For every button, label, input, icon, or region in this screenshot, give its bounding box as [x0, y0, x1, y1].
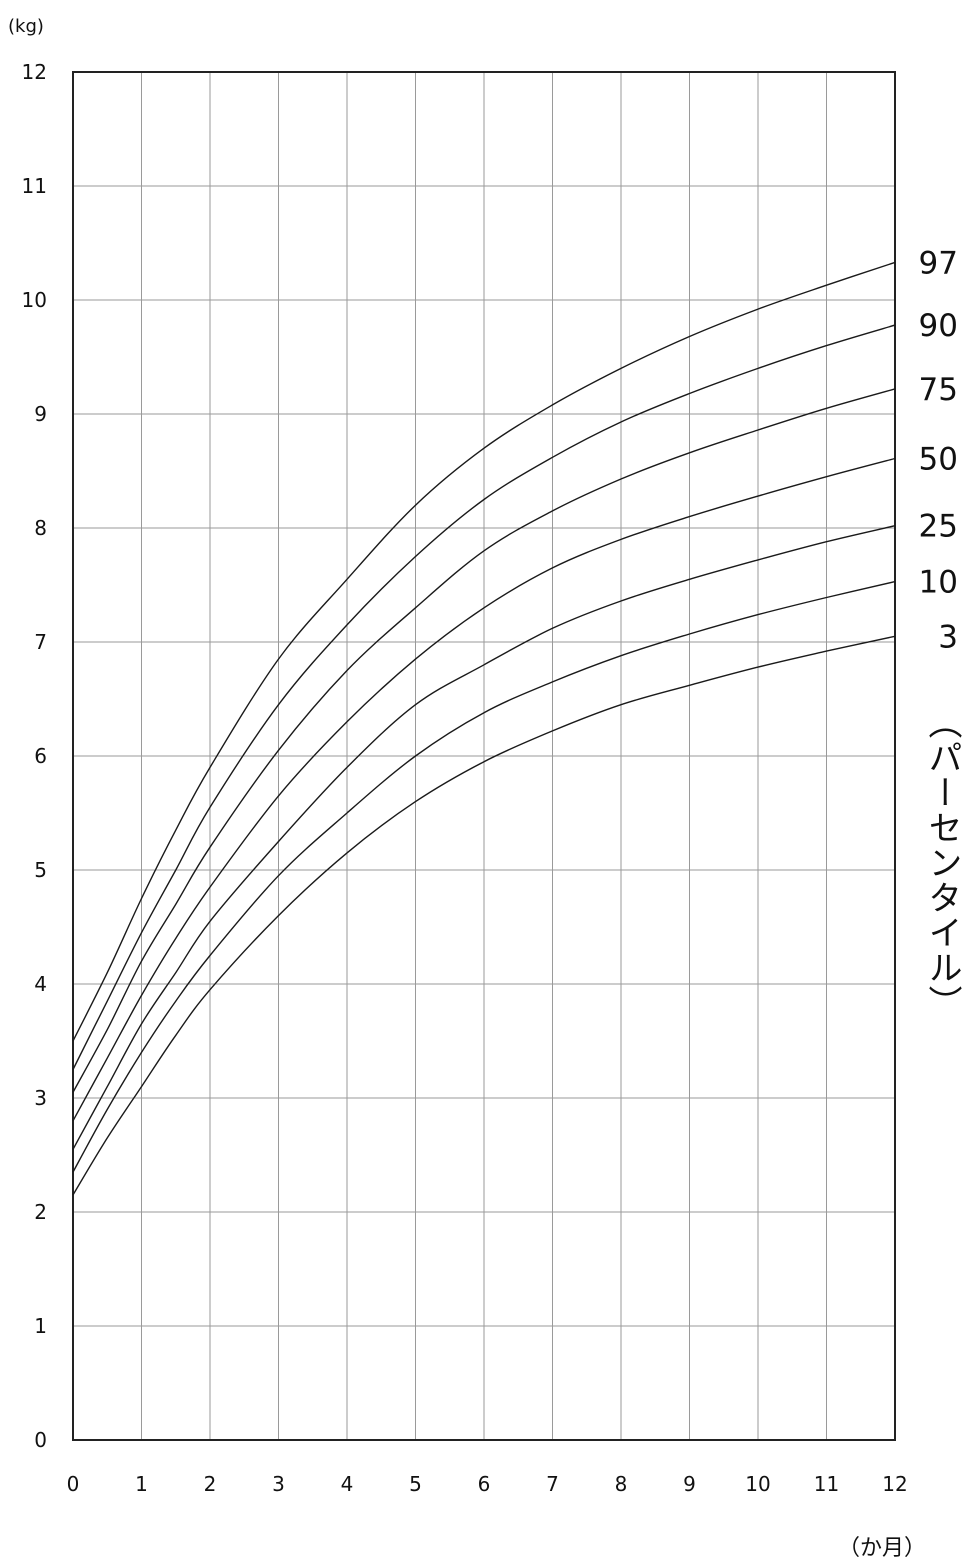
series-line-p97 [72, 261, 896, 1042]
x-tick-label: 5 [409, 1472, 422, 1496]
x-tick-label: 9 [683, 1472, 696, 1496]
series-line-p75 [72, 388, 896, 1093]
y-tick-label: 10 [22, 288, 47, 312]
y-tick-label: 9 [34, 402, 47, 426]
y-tick-label: 11 [22, 174, 47, 198]
y-tick-label: 2 [34, 1200, 47, 1224]
series-label-p25: 25 [919, 509, 958, 545]
y-tick-label: 0 [34, 1428, 47, 1452]
x-tick-label: 6 [478, 1472, 491, 1496]
series-line-p10 [72, 580, 896, 1173]
series-line-p3 [72, 635, 896, 1196]
x-tick-label: 4 [341, 1472, 354, 1496]
plot-frame [72, 71, 896, 1441]
series-lines [72, 261, 896, 1196]
x-tick-label: 12 [882, 1472, 907, 1496]
series-labels: 97 90 75 50 25 10 3 [919, 245, 958, 655]
series-label-p97: 97 [919, 245, 958, 281]
y-tick-label: 3 [34, 1086, 47, 1110]
x-tick-label: 8 [615, 1472, 628, 1496]
series-label-p75: 75 [919, 372, 958, 408]
series-label-p3: 3 [938, 619, 958, 655]
x-tick-label: 7 [546, 1472, 559, 1496]
x-tick-label: 0 [67, 1472, 80, 1496]
x-tick-labels: 0 1 2 3 4 5 6 7 8 9 10 11 12 [67, 1472, 908, 1496]
y-axis-unit: (kg) [8, 16, 44, 37]
series-label-p50: 50 [919, 441, 958, 477]
series-label-p90: 90 [919, 308, 958, 344]
y-tick-label: 8 [34, 516, 47, 540]
percentile-axis-label: （パーセンタイル） [922, 705, 962, 1020]
x-tick-label: 1 [135, 1472, 148, 1496]
series-line-p90 [72, 324, 896, 1070]
series-label-p10: 10 [919, 565, 958, 601]
y-tick-label: 1 [34, 1314, 47, 1338]
series-line-p50 [72, 457, 896, 1122]
y-tick-label: 4 [34, 972, 47, 996]
x-tick-label: 10 [745, 1472, 770, 1496]
y-tick-label: 12 [22, 60, 47, 84]
x-tick-label: 11 [814, 1472, 839, 1496]
x-axis-unit: （か月） [838, 1536, 926, 1561]
x-tick-label: 2 [204, 1472, 217, 1496]
y-tick-label: 7 [34, 630, 47, 654]
grid [73, 72, 895, 1440]
y-tick-label: 5 [34, 858, 47, 882]
y-tick-label: 6 [34, 744, 47, 768]
x-tick-label: 3 [272, 1472, 285, 1496]
series-line-p25 [72, 525, 896, 1150]
